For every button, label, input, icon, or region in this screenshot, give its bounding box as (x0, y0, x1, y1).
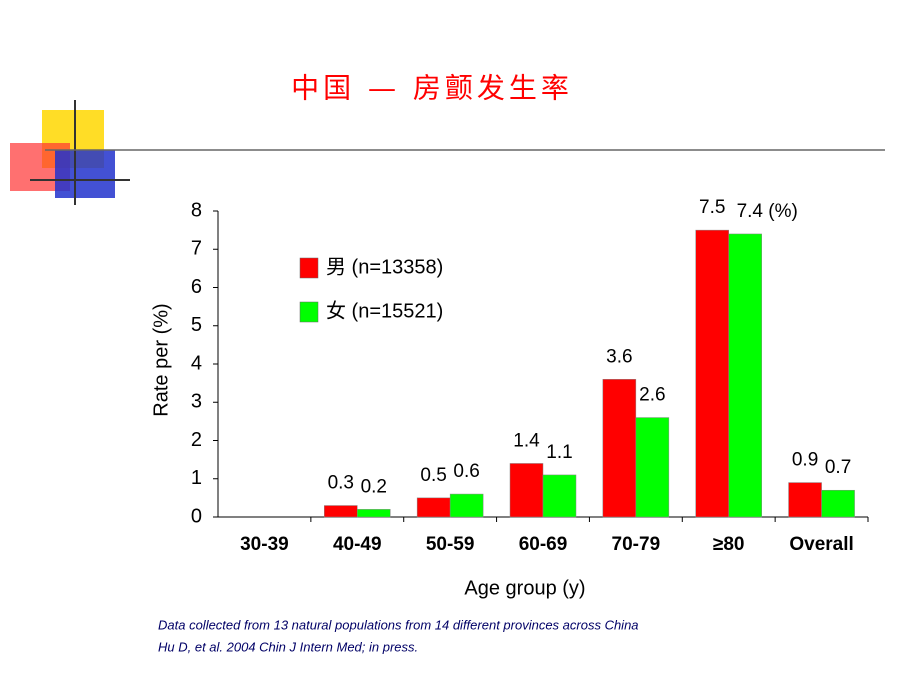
legend-label: 女 (n=15521) (326, 299, 443, 322)
value-label: 0.9 (792, 450, 818, 471)
legend-label: 男 (n=13358) (326, 256, 443, 278)
value-label: 0.7 (825, 457, 851, 478)
bar (602, 379, 637, 518)
legend-swatch (299, 301, 319, 323)
value-label: 3.6 (606, 346, 632, 367)
value-label: 1.1 (546, 442, 572, 463)
x-tick-label: Overall (789, 534, 853, 555)
value-label: 0.3 (328, 473, 354, 494)
bar (821, 489, 855, 518)
value-label: 1.4 (513, 430, 540, 451)
bar (509, 463, 544, 518)
y-tick-label: 3 (191, 391, 202, 413)
value-label: 7.4 (%) (737, 201, 798, 222)
x-tick-label: 30-39 (240, 534, 289, 555)
x-tick-label: 40-49 (333, 534, 382, 555)
value-label: 0.6 (453, 461, 479, 482)
y-tick-label: 7 (191, 238, 202, 260)
bar (357, 509, 391, 518)
footnote: Hu D, et al. 2004 Chin J Intern Med; in … (158, 639, 418, 654)
value-label: 7.5 (699, 197, 725, 218)
legend-swatch (299, 257, 319, 279)
y-tick-label: 4 (191, 352, 202, 374)
bar (449, 493, 484, 518)
deco-blue (55, 150, 115, 198)
x-tick-label: 70-79 (612, 534, 661, 555)
x-axis-label: Age group (y) (464, 577, 585, 599)
bar (695, 229, 729, 518)
bar (728, 233, 762, 518)
bar (788, 482, 822, 518)
x-tick-label: 60-69 (519, 534, 568, 555)
bar (324, 505, 358, 518)
bar (542, 474, 577, 518)
y-tick-label: 8 (191, 199, 202, 221)
y-axis-label: Rate per (%) (150, 303, 172, 416)
value-label: 0.2 (361, 476, 387, 497)
y-tick-label: 2 (191, 429, 202, 451)
y-tick-label: 0 (191, 505, 202, 527)
bar (635, 417, 670, 518)
bar (416, 497, 451, 518)
footnote: Data collected from 13 natural populatio… (158, 617, 639, 632)
value-label: 0.5 (420, 465, 446, 486)
chart-title: 中国 — 房颤发生率 (291, 72, 573, 105)
x-tick-label: 50-59 (426, 534, 475, 555)
x-tick-label: ≥80 (713, 534, 745, 555)
y-tick-label: 1 (191, 467, 202, 489)
y-tick-label: 6 (191, 276, 202, 298)
y-tick-label: 5 (191, 314, 202, 336)
value-label: 2.6 (639, 385, 665, 406)
